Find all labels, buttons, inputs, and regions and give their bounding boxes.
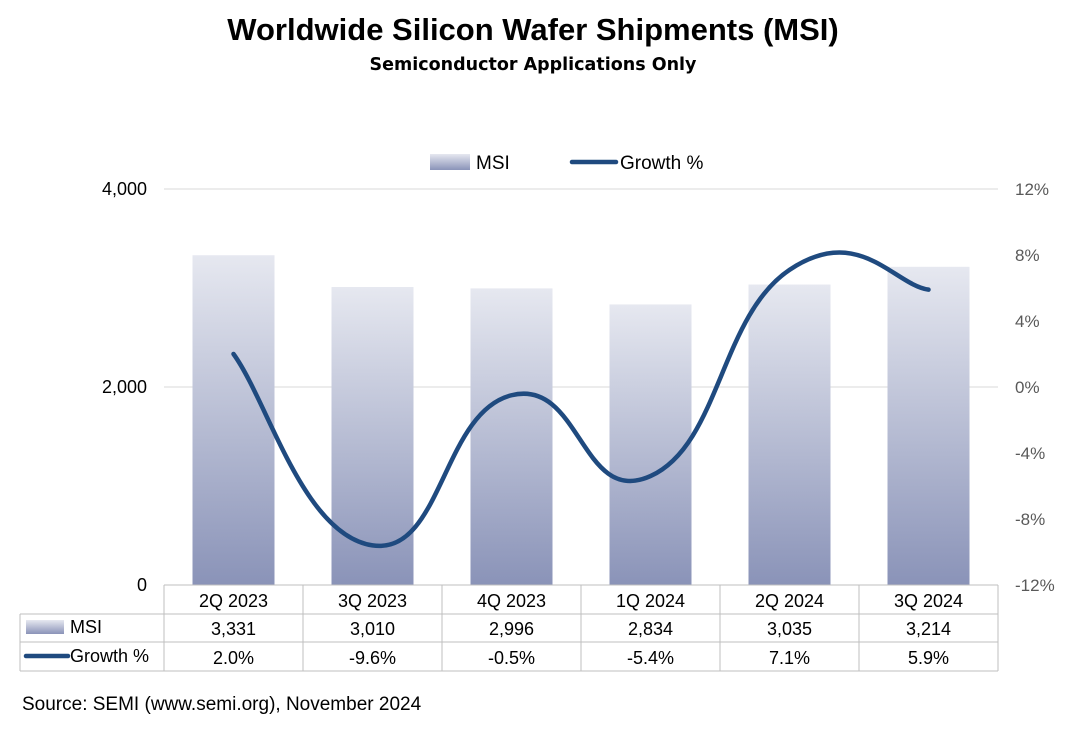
msi-value: 2,996 xyxy=(489,619,534,639)
msi-bar xyxy=(609,304,692,585)
growth-value: 5.9% xyxy=(908,648,949,668)
right-tick-label: -4% xyxy=(1015,444,1045,463)
wafer-shipments-chart: 0 2,000 4,000 -12% -8% -4% 0% 4% 8% 12% MSI Growth… xyxy=(19,153,1055,672)
growth-value: 2.0% xyxy=(213,648,254,668)
category-label: 4Q 2023 xyxy=(477,591,546,611)
right-tick-label: -8% xyxy=(1015,510,1045,529)
legend: MSI Growth % xyxy=(430,153,704,174)
category-label: 1Q 2024 xyxy=(616,591,685,611)
category-label: 2Q 2023 xyxy=(199,591,268,611)
legend-msi-swatch xyxy=(430,154,470,170)
left-tick-label: 0 xyxy=(137,575,147,595)
legend-growth-label: Growth % xyxy=(620,153,704,174)
right-tick-label: 12% xyxy=(1015,180,1049,199)
growth-line-layer xyxy=(231,250,931,548)
msi-bar xyxy=(887,266,970,585)
table-growth-row-label: Growth % xyxy=(70,646,149,666)
growth-line xyxy=(231,250,931,548)
data-table: 2Q 2023 3,331 2.0% 3Q 2023 3,010 -9.6% 4Q 2023… xyxy=(19,584,999,672)
msi-value: 3,010 xyxy=(350,619,395,639)
msi-bars xyxy=(192,255,970,585)
category-label: 3Q 2024 xyxy=(894,591,963,611)
chart-title: Worldwide Silicon Wafer Shipments (MSI) xyxy=(227,12,839,47)
growth-value: -9.6% xyxy=(349,648,396,668)
table-msi-row-label: MSI xyxy=(70,617,102,637)
right-tick-label: -12% xyxy=(1015,576,1055,595)
legend-msi-label: MSI xyxy=(476,153,510,174)
axes: 0 2,000 4,000 -12% -8% -4% 0% 4% 8% 12% xyxy=(102,179,1055,595)
msi-value: 3,035 xyxy=(767,619,812,639)
msi-bar xyxy=(192,255,275,585)
gridlines xyxy=(164,188,998,388)
msi-bar xyxy=(748,284,831,585)
left-tick-label: 4,000 xyxy=(102,179,147,199)
source-note: Source: SEMI (www.semi.org), November 20… xyxy=(22,694,422,715)
category-label: 2Q 2024 xyxy=(755,591,824,611)
category-label: 3Q 2023 xyxy=(338,591,407,611)
right-tick-label: 4% xyxy=(1015,312,1040,331)
growth-value: -5.4% xyxy=(627,648,674,668)
msi-value: 3,331 xyxy=(211,619,256,639)
chart-subtitle: Semiconductor Applications Only xyxy=(369,55,697,75)
msi-value: 3,214 xyxy=(906,619,951,639)
msi-value: 2,834 xyxy=(628,619,673,639)
right-tick-label: 0% xyxy=(1015,378,1040,397)
right-tick-label: 8% xyxy=(1015,246,1040,265)
growth-value: -0.5% xyxy=(488,648,535,668)
table-msi-swatch xyxy=(26,620,64,634)
growth-value: 7.1% xyxy=(769,648,810,668)
msi-bar xyxy=(470,288,553,585)
left-tick-label: 2,000 xyxy=(102,377,147,397)
